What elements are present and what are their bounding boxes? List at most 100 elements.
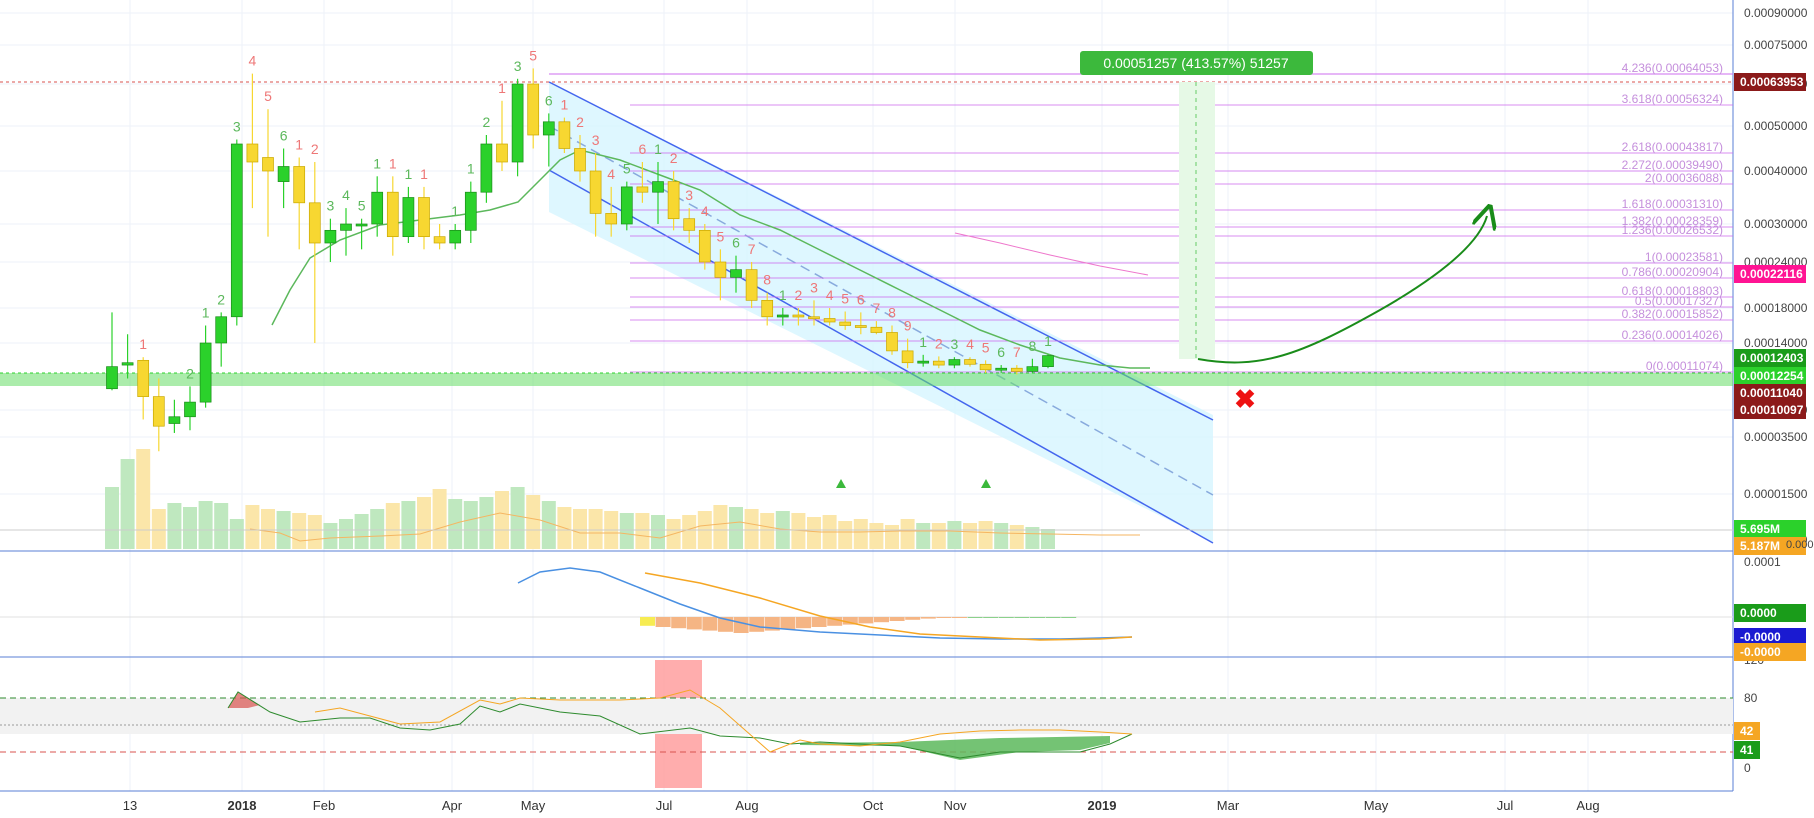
candle-body — [371, 191, 384, 225]
candle[interactable]: 5 — [262, 88, 274, 237]
candle[interactable]: 3 — [324, 198, 337, 262]
candle[interactable]: 5 — [714, 228, 727, 301]
candle[interactable]: 3 — [948, 336, 961, 369]
fib-extension[interactable]: 4.236(0.00064053) 3.618(0.00056324) 2.618(… — [549, 61, 1733, 373]
candle[interactable]: 6 — [542, 92, 555, 167]
candle[interactable]: 1 — [199, 305, 212, 408]
candle[interactable]: 1 — [293, 137, 306, 250]
candle[interactable]: 1 — [917, 334, 930, 367]
candle[interactable]: 4 — [340, 187, 352, 256]
channel-lower-line[interactable] — [548, 169, 1214, 544]
candle[interactable]: 4 — [964, 336, 976, 367]
price-label-bg — [1734, 349, 1806, 367]
candle[interactable]: 1 — [1042, 333, 1054, 369]
candle[interactable]: 1 — [558, 97, 571, 153]
candle[interactable]: 1 — [464, 161, 477, 243]
candle[interactable]: 3 — [511, 58, 524, 177]
volume-bar — [261, 509, 275, 549]
candle[interactable]: 1 — [496, 80, 508, 171]
candle[interactable]: 4 — [605, 166, 618, 237]
target-box[interactable] — [1179, 82, 1215, 359]
candle[interactable]: 8 — [886, 305, 898, 355]
candle[interactable]: 2 — [215, 291, 228, 367]
candle[interactable]: 2 — [184, 365, 196, 431]
td-count-label: 2 — [217, 291, 225, 307]
candle[interactable]: 6 — [854, 291, 867, 335]
candle[interactable] — [121, 334, 134, 379]
candle[interactable]: 1 — [386, 155, 399, 256]
candle[interactable]: 1 — [418, 166, 430, 250]
candle[interactable] — [152, 378, 165, 452]
candle[interactable]: 3 — [230, 119, 243, 326]
candle[interactable]: 5 — [355, 198, 368, 250]
candle[interactable]: 1 — [776, 287, 789, 326]
rsi-axis-tick: 0 — [1744, 761, 1751, 775]
candle[interactable]: 1 — [371, 155, 384, 237]
price-label: 0.00010097 — [1740, 403, 1804, 417]
candle[interactable] — [168, 399, 181, 433]
candle[interactable]: 2 — [932, 335, 945, 369]
candle[interactable]: 5 — [979, 339, 992, 373]
candle[interactable] — [433, 224, 446, 250]
candle[interactable]: 7 — [870, 300, 883, 335]
candle[interactable]: 6 — [636, 141, 649, 203]
candle[interactable]: 2 — [574, 114, 586, 182]
candle[interactable] — [106, 312, 118, 391]
volume-bar — [245, 505, 260, 549]
time-axis-tick: Mar — [1217, 798, 1240, 813]
time-axis[interactable]: 13 2018 Feb Apr May Jul Aug Oct Nov 2019 Mar May Jul… — [0, 792, 1733, 818]
candle[interactable]: 1 — [137, 336, 150, 420]
candle[interactable]: 1 — [402, 166, 415, 243]
candle[interactable]: 4 — [698, 203, 711, 270]
candle[interactable]: 6 — [277, 128, 290, 209]
candle[interactable]: 2 — [308, 141, 321, 343]
candle[interactable]: 5 — [620, 161, 633, 231]
macd-histogram-bar — [796, 617, 811, 629]
candle[interactable]: 3 — [808, 279, 820, 326]
time-axis-bg — [0, 792, 1733, 818]
target-label-bg — [1080, 51, 1313, 75]
candle[interactable]: 1 — [652, 141, 664, 224]
rsi-label-bg — [1734, 722, 1760, 740]
td-count-label: 9 — [904, 318, 912, 334]
candle-body — [698, 229, 711, 263]
candle[interactable]: 8 — [1026, 338, 1039, 373]
candle[interactable]: 5 — [527, 47, 540, 149]
macd-signal-line — [644, 572, 1133, 641]
candle[interactable]: 3 — [589, 132, 602, 237]
td-count-label: 6 — [639, 141, 647, 157]
candle[interactable]: 3 — [683, 187, 696, 243]
volume-bar — [619, 513, 634, 549]
candle[interactable]: 4 — [246, 53, 259, 209]
channel-upper-line[interactable] — [548, 81, 1214, 421]
candle[interactable]: 9 — [901, 318, 914, 369]
td-count-label: 6 — [280, 128, 288, 144]
volume-bar — [151, 509, 166, 549]
td-count-label: 2 — [483, 114, 491, 130]
candle[interactable]: 7 — [1010, 344, 1023, 375]
support-zone[interactable] — [0, 373, 1733, 386]
td-count-label: 4 — [826, 287, 834, 303]
candle-body — [574, 148, 586, 172]
volume-bar — [448, 499, 463, 549]
candle[interactable]: 6 — [995, 344, 1008, 373]
candle[interactable]: 1 — [449, 203, 462, 250]
candle[interactable]: 8 — [761, 272, 774, 326]
fib-level-label: 0.5(0.00017327) — [1635, 294, 1723, 308]
volume-bar — [713, 505, 728, 549]
candle[interactable]: 6 — [730, 235, 742, 293]
candle-body — [1026, 366, 1039, 372]
projection-arrow[interactable] — [1197, 216, 1487, 364]
volume-bar — [105, 487, 119, 549]
candle[interactable]: 7 — [745, 241, 758, 308]
candle-body — [308, 202, 321, 244]
candle[interactable]: 2 — [480, 114, 493, 203]
candle[interactable]: 4 — [823, 287, 836, 326]
candle[interactable]: 5 — [839, 291, 852, 330]
fib-level-label: 0.786(0.00020904) — [1622, 265, 1723, 279]
candle[interactable]: 2 — [667, 150, 680, 231]
price-label: 0.00011040 — [1740, 386, 1803, 400]
candle[interactable]: 2 — [792, 287, 805, 326]
